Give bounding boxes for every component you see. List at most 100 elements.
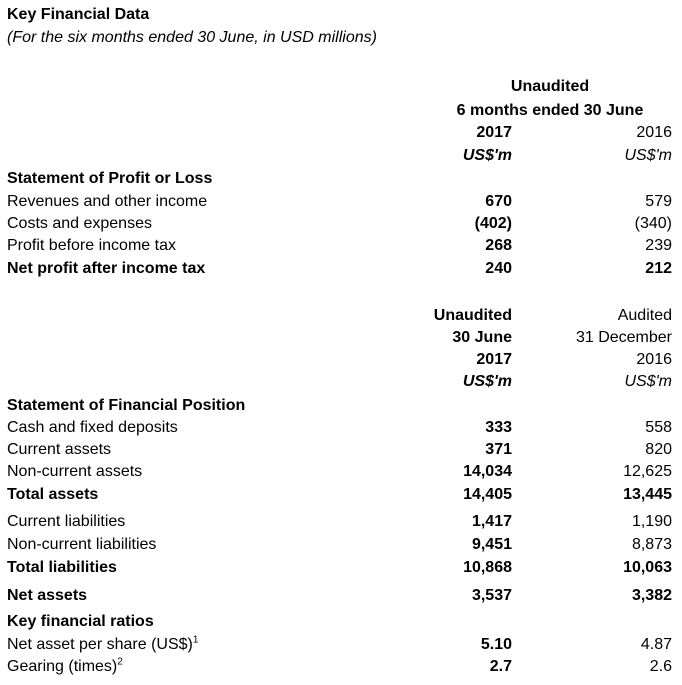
value-2016: 13,445 (623, 486, 672, 503)
pl-section-heading: Statement of Profit or Loss (0, 168, 682, 190)
table-row: Current liabilities 1,417 1,190 (0, 511, 682, 533)
pl-col1-unit: US$'m (462, 147, 512, 164)
document-title: Key Financial Data (0, 4, 682, 26)
row-label-text: Non-current assets (7, 463, 143, 480)
document-subtitle: (For the six months ended 30 June, in US… (0, 27, 682, 49)
row-label-text: Revenues and other income (7, 193, 208, 210)
row-label-text: Net assets (7, 587, 88, 604)
fp-col2-year: 2016 (636, 351, 672, 368)
table-row: Non-current liabilities 9,451 8,873 (0, 534, 682, 556)
pl-period-header: 6 months ended 30 June (0, 100, 682, 122)
row-label: Current liabilities (7, 511, 125, 533)
footnote-marker: 2 (117, 656, 123, 668)
value-2016: 212 (645, 260, 672, 277)
row-label-text: Net profit after income tax (7, 260, 206, 277)
fp-col1-year: 2017 (476, 351, 512, 368)
pl-unit-header: US$'m US$'m (0, 145, 682, 167)
row-label: Net asset per share (US$)1 (7, 634, 198, 656)
pl-status-header: Unaudited (0, 76, 682, 98)
value-2017: 240 (485, 260, 512, 277)
value-2016: 558 (645, 419, 672, 436)
row-label: Revenues and other income (7, 191, 207, 213)
table-row: Costs and expenses (402) (340) (0, 213, 682, 235)
fp-col2-status: Audited (617, 307, 672, 324)
value-2016: 10,063 (623, 559, 672, 576)
table-row: Cash and fixed deposits 333 558 (0, 417, 682, 439)
value-2017: 5.10 (480, 636, 512, 653)
fp-col2-date: 31 December (575, 329, 672, 346)
table-row: Net asset per share (US$)1 5.10 4.87 (0, 634, 682, 656)
value-2017: (402) (474, 215, 512, 232)
value-2016: 8,873 (631, 536, 672, 553)
fp-col1-status: Unaudited (433, 307, 512, 324)
pl-section-text: Statement of Profit or Loss (7, 170, 213, 187)
pl-status: Unaudited (510, 78, 590, 95)
row-label-text: Current liabilities (7, 513, 126, 530)
table-row: Gearing (times)2 2.7 2.6 (0, 656, 682, 678)
fp-section-text: Statement of Financial Position (7, 397, 246, 414)
value-2017: 371 (485, 441, 512, 458)
row-label-text: Current assets (7, 441, 112, 458)
row-label: Current assets (7, 439, 111, 461)
title-text: Key Financial Data (7, 6, 150, 23)
row-label: Non-current assets (7, 461, 142, 483)
row-label: Cash and fixed deposits (7, 417, 178, 439)
row-label-text: Net asset per share (US$) (7, 636, 193, 653)
row-label-text: Costs and expenses (7, 215, 152, 232)
row-label: Net profit after income tax (7, 258, 205, 280)
value-2017: 268 (485, 237, 512, 254)
value-2017: 14,034 (463, 463, 512, 480)
row-label: Total liabilities (7, 557, 117, 579)
row-label-text: Cash and fixed deposits (7, 419, 178, 436)
value-2017: 9,451 (471, 536, 512, 553)
fp-unit-header: US$'m US$'m (0, 371, 682, 393)
row-label: Net assets (7, 585, 87, 607)
value-2017: 10,868 (463, 559, 512, 576)
table-row: Revenues and other income 670 579 (0, 191, 682, 213)
value-2017: 670 (485, 193, 512, 210)
row-label: Non-current liabilities (7, 534, 156, 556)
ratios-section-heading: Key financial ratios (0, 611, 682, 633)
table-row: Total liabilities 10,868 10,063 (0, 557, 682, 579)
subtitle-text: (For the six months ended 30 June, in US… (7, 29, 377, 46)
value-2016: 3,382 (631, 587, 672, 604)
value-2016: 1,190 (631, 513, 672, 530)
value-2016: 239 (645, 237, 672, 254)
value-2016: (340) (634, 215, 672, 232)
value-2017: 3,537 (471, 587, 512, 604)
row-label-text: Non-current liabilities (7, 536, 157, 553)
pl-col1-year: 2017 (476, 124, 512, 141)
row-label-text: Total liabilities (7, 559, 117, 576)
table-row: Total assets 14,405 13,445 (0, 484, 682, 506)
value-2017: 14,405 (463, 486, 512, 503)
fp-col1-date: 30 June (452, 329, 512, 346)
value-2016: 579 (645, 193, 672, 210)
table-row: Net profit after income tax 240 212 (0, 258, 682, 280)
value-2016: 4.87 (640, 636, 672, 653)
row-label: Total assets (7, 484, 98, 506)
fp-date-header: 30 June 31 December (0, 327, 682, 349)
row-label: Gearing (times)2 (7, 656, 123, 678)
value-2016: 820 (645, 441, 672, 458)
fp-col2-unit: US$'m (624, 373, 672, 390)
fp-year-header: 2017 2016 (0, 349, 682, 371)
pl-col2-unit: US$'m (624, 147, 672, 164)
fp-col1-unit: US$'m (462, 373, 512, 390)
table-row: Net assets 3,537 3,382 (0, 585, 682, 607)
row-label: Profit before income tax (7, 235, 176, 257)
pl-col2-year: 2016 (636, 124, 672, 141)
row-label-text: Gearing (times) (7, 658, 118, 675)
fp-section-heading: Statement of Financial Position (0, 395, 682, 417)
value-2016: 2.6 (649, 658, 672, 675)
row-label-text: Total assets (7, 486, 99, 503)
pl-period: 6 months ended 30 June (456, 102, 644, 119)
value-2016: 12,625 (623, 463, 672, 480)
pl-year-header: 2017 2016 (0, 122, 682, 144)
footnote-marker: 1 (192, 634, 199, 646)
row-label-text: Profit before income tax (7, 237, 176, 254)
table-row: Current assets 371 820 (0, 439, 682, 461)
value-2017: 2.7 (489, 658, 512, 675)
row-label: Costs and expenses (7, 213, 152, 235)
table-row: Profit before income tax 268 239 (0, 235, 682, 257)
